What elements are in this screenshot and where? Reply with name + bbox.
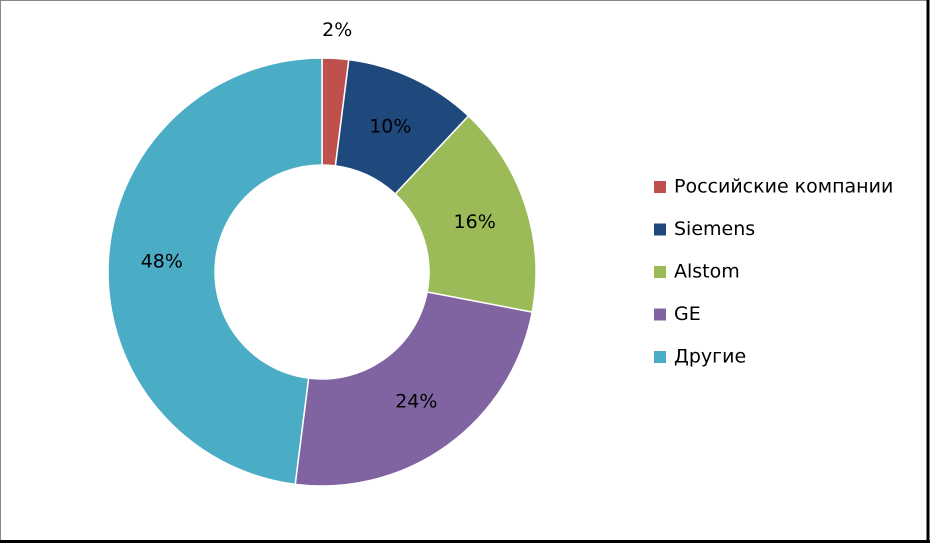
legend-label: GE	[674, 303, 701, 325]
data-label: 10%	[369, 115, 411, 137]
legend-marker	[654, 308, 666, 321]
legend-marker	[654, 266, 666, 278]
legend-label: Alstom	[674, 261, 740, 283]
legend-label: Российские компании	[674, 176, 893, 198]
legend-label: Siemens	[674, 218, 755, 240]
donut-slice	[294, 291, 534, 487]
data-label: 16%	[454, 211, 496, 233]
donut-slice	[107, 57, 323, 486]
legend-marker	[654, 181, 666, 193]
donut-slice	[394, 114, 537, 313]
data-label: 2%	[322, 19, 352, 41]
data-label: 48%	[141, 250, 183, 272]
legend-marker	[654, 223, 666, 236]
legend-marker	[654, 351, 666, 363]
data-label: 24%	[395, 390, 437, 412]
legend-label: Другие	[674, 346, 746, 368]
